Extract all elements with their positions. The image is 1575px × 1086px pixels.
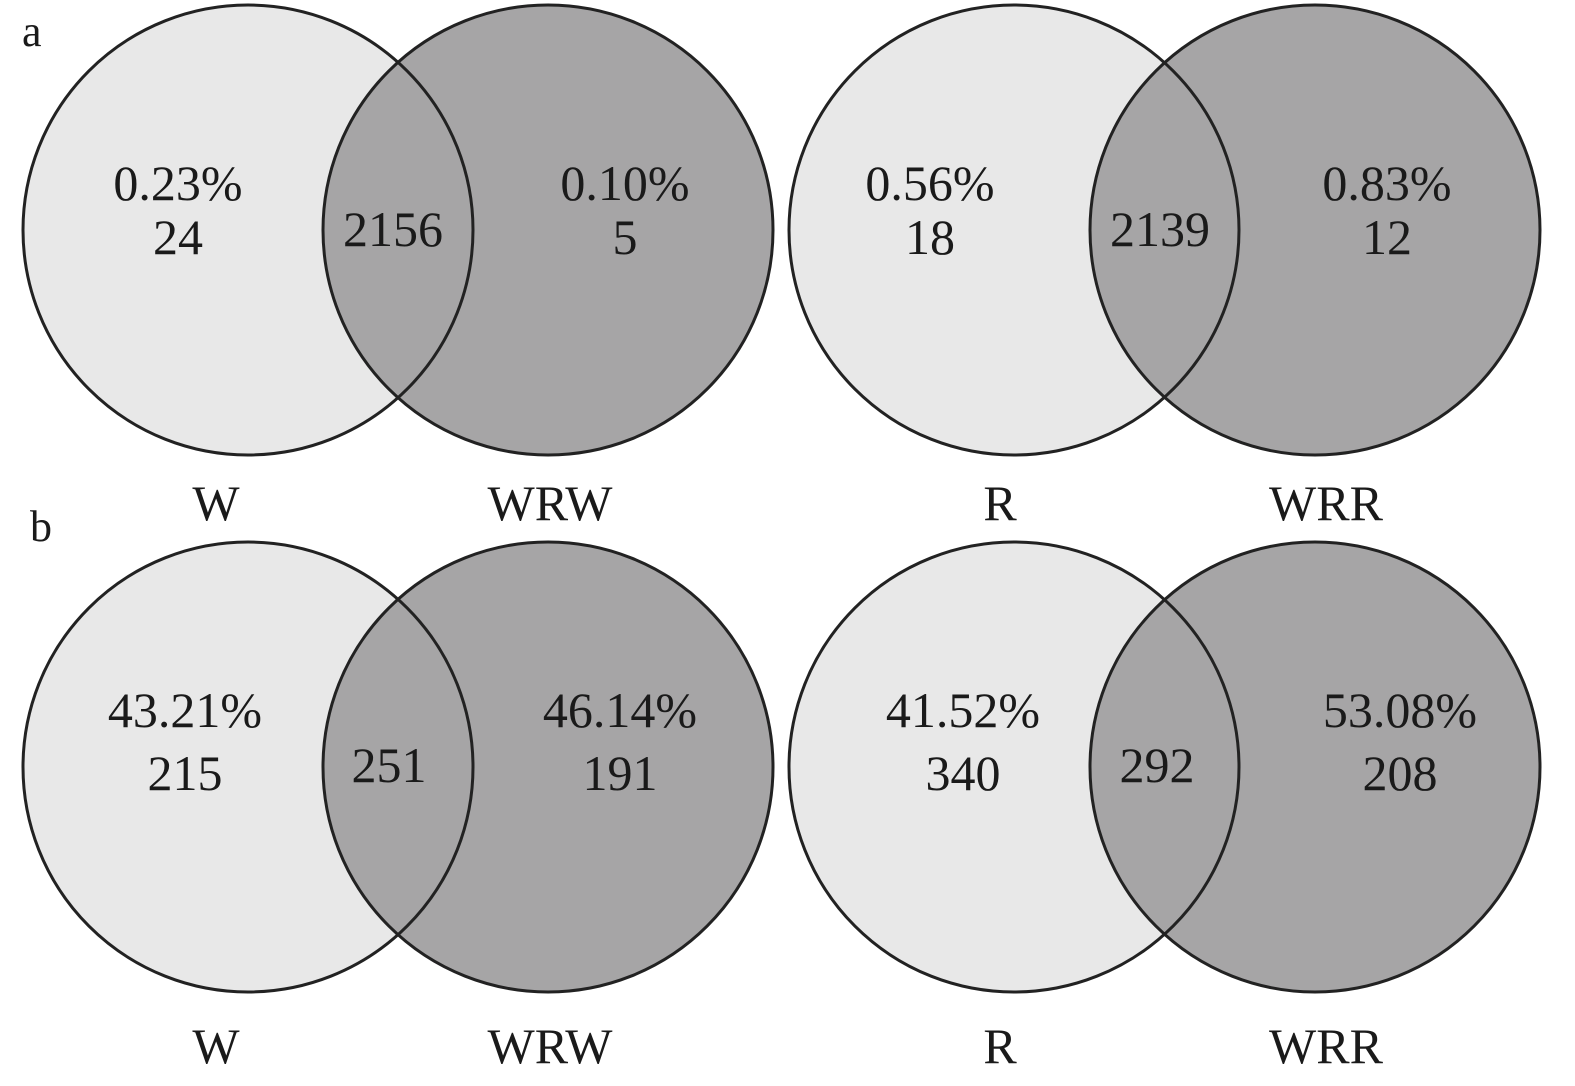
overlap-region [323, 542, 473, 992]
set-circle-right-outline [1088, 540, 1542, 994]
overlap-count: 2139 [1110, 201, 1210, 257]
right-only-percent: 46.14% [543, 682, 697, 738]
overlap-count: 2156 [343, 201, 443, 257]
overlap-region [1090, 542, 1239, 992]
right-only-count: 208 [1363, 745, 1438, 801]
set-label-left: W [192, 475, 240, 531]
right-only-count: 191 [583, 745, 658, 801]
set-circle-left-outline [787, 3, 1241, 457]
venn-a-w-wrw: 0.23% 24 2156 0.10% 5 W WRW [21, 3, 775, 531]
set-label-left: W [192, 1018, 240, 1074]
left-only-percent: 41.52% [886, 682, 1040, 738]
right-only-percent: 0.83% [1322, 155, 1451, 211]
set-circle-right-outline [321, 540, 775, 994]
right-only-count: 12 [1362, 209, 1412, 265]
set-label-right: WRR [1269, 475, 1384, 531]
right-only-percent: 53.08% [1323, 682, 1477, 738]
venn-b-r-wrr: 41.52% 340 292 53.08% 208 R WRR [787, 540, 1542, 1074]
set-label-right: WRW [488, 1018, 614, 1074]
set-circle-left-outline [787, 540, 1241, 994]
left-only-count: 18 [905, 209, 955, 265]
left-only-percent: 43.21% [108, 682, 262, 738]
left-only-percent: 0.23% [113, 155, 242, 211]
set-circle-left-outline [21, 540, 475, 994]
left-only-percent: 0.56% [865, 155, 994, 211]
overlap-count: 292 [1120, 737, 1195, 793]
left-only-count: 24 [153, 209, 203, 265]
set-label-left: R [983, 1018, 1017, 1074]
venn-b-w-wrw: 43.21% 215 251 46.14% 191 W WRW [21, 540, 775, 1074]
set-label-right: WRR [1269, 1018, 1384, 1074]
panel-letter-a: a [22, 7, 42, 56]
left-only-count: 340 [926, 745, 1001, 801]
set-circle-right-outline [321, 3, 775, 457]
overlap-count: 251 [352, 737, 427, 793]
right-only-count: 5 [613, 209, 638, 265]
set-circle-right-outline [1088, 3, 1542, 457]
left-only-count: 215 [148, 745, 223, 801]
set-label-right: WRW [488, 475, 614, 531]
overlap-region [323, 5, 473, 455]
venn-a-r-wrr: 0.56% 18 2139 0.83% 12 R WRR [787, 3, 1542, 531]
panel-letter-b: b [30, 502, 52, 551]
set-circle-left-outline [21, 3, 475, 457]
overlap-region [1090, 5, 1239, 455]
set-label-left: R [983, 475, 1017, 531]
right-only-percent: 0.10% [560, 155, 689, 211]
